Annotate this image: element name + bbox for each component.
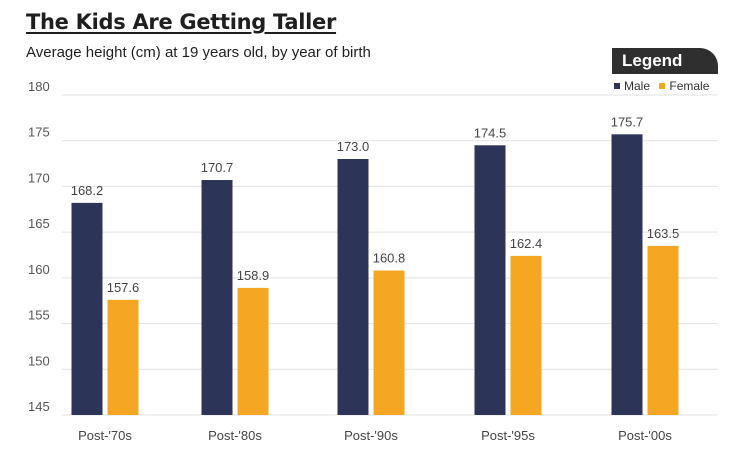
bar-female-1 [237, 287, 269, 415]
x-tick-label-1: Post-'80s [208, 428, 262, 443]
bar-male-2 [337, 159, 369, 415]
x-tick-label-3: Post-'95s [481, 428, 535, 443]
legend-swatch-male [614, 83, 620, 89]
y-tick-label-155: 155 [28, 308, 50, 323]
bar-male-1 [201, 180, 233, 415]
legend-label-male: Male [624, 79, 651, 93]
legend-label-female: Female [669, 79, 710, 93]
bar-female-3 [510, 255, 542, 415]
data-label-male-1: 170.7 [201, 160, 234, 175]
legend-header: Legend [612, 48, 718, 74]
y-tick-label-150: 150 [28, 353, 50, 368]
data-label-female-0: 157.6 [107, 280, 140, 295]
data-label-male-0: 168.2 [71, 183, 104, 198]
x-tick-label-0: Post-'70s [78, 428, 132, 443]
chart-subtitle: Average height (cm) at 19 years old, by … [26, 44, 371, 61]
bar-female-4 [647, 245, 679, 415]
legend-item-female: Female [659, 79, 709, 93]
bar-female-2 [373, 270, 405, 415]
bar-male-3 [474, 145, 506, 416]
data-label-female-2: 160.8 [373, 251, 406, 266]
y-tick-label-165: 165 [28, 216, 50, 231]
y-tick-label-175: 175 [28, 125, 50, 140]
y-tick-label-145: 145 [28, 399, 50, 414]
y-tick-label-170: 170 [28, 170, 50, 185]
x-tick-label-2: Post-'90s [344, 428, 398, 443]
legend-swatch-female [659, 83, 666, 89]
data-label-male-3: 174.5 [474, 125, 507, 140]
x-tick-label-4: Post-'00s [618, 428, 672, 443]
y-tick-label-180: 180 [28, 79, 50, 94]
bar-male-4 [611, 134, 643, 416]
data-label-male-2: 173.0 [337, 139, 370, 154]
data-label-female-4: 163.5 [647, 226, 680, 241]
bar-male-0 [71, 202, 103, 415]
data-label-male-4: 175.7 [611, 114, 644, 129]
data-label-female-1: 158.9 [237, 268, 270, 283]
y-tick-label-160: 160 [28, 262, 50, 277]
bar-female-0 [107, 299, 139, 415]
legend: Male Female [614, 79, 715, 93]
data-label-female-3: 162.4 [510, 236, 543, 251]
chart-title: The Kids Are Getting Taller [26, 10, 337, 34]
legend-item-male: Male [614, 79, 650, 93]
